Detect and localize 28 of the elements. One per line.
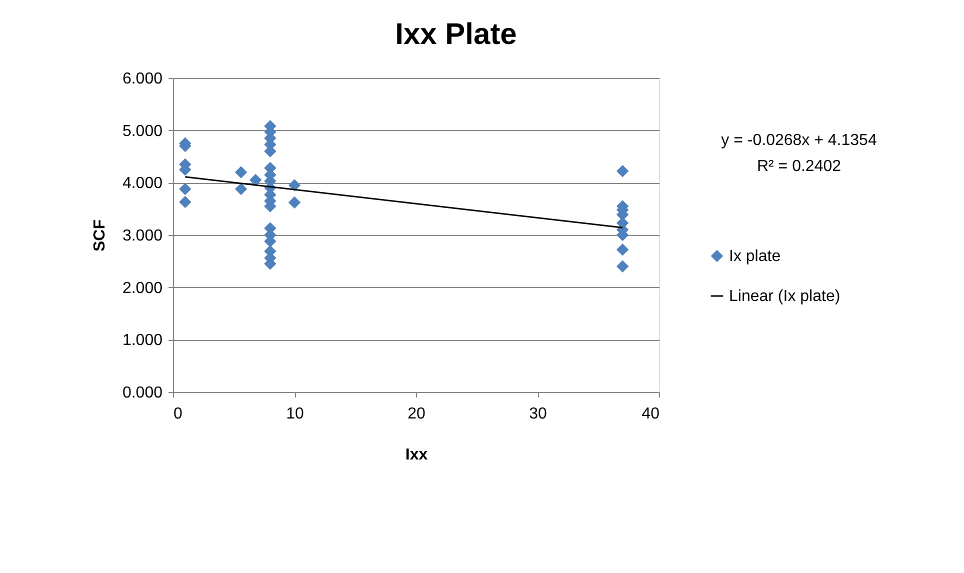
x-tick-label: 40 (642, 406, 660, 422)
text: y = -0.0268x + 4.1354 (721, 132, 877, 149)
x-tick-label: 0 (174, 406, 182, 422)
y-tick-label: 6.000 (122, 70, 163, 88)
point (234, 182, 248, 196)
point (234, 166, 248, 178)
legend-label: Ix plate (729, 248, 781, 265)
y-tick-label: 4.000 (122, 175, 163, 192)
x-axis-title: Ixx (405, 446, 428, 464)
y-tick-label: 1.000 (122, 332, 163, 350)
point (288, 196, 301, 209)
point (179, 196, 192, 208)
x-tick-label: 20 (408, 406, 426, 422)
y-tick-label: 0.000 (122, 384, 163, 402)
y-tick-label: 2.000 (122, 280, 163, 297)
x-tick-label: 30 (529, 406, 547, 422)
point (616, 260, 629, 273)
chart-title: Ixx Plate (395, 18, 517, 51)
y-axis-title: SCF (91, 219, 108, 252)
x-tick-label: 10 (286, 406, 304, 422)
point (616, 244, 629, 256)
legend-label: Linear (Ix plate) (729, 288, 840, 305)
point (616, 165, 629, 178)
text: R² = 0.2402 (756, 158, 842, 175)
y-tick-label: 3.000 (122, 228, 163, 244)
point (179, 182, 192, 196)
y-tick-label: 5.000 (122, 122, 163, 140)
point (249, 174, 262, 186)
